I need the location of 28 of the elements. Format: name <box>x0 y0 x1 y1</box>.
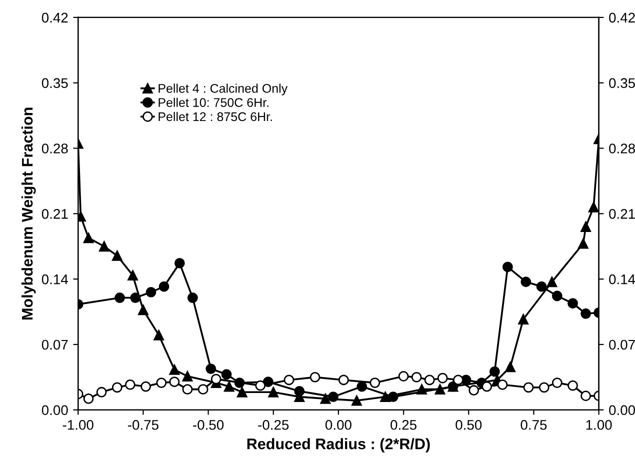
legend-label: Pellet 10: 750C 6Hr. <box>158 98 268 107</box>
x-tick-label: 0.50 <box>456 420 482 430</box>
y-tick-label: 0.07 <box>42 340 68 350</box>
x-tick-label: -1.00 <box>62 420 94 430</box>
y2-tick-label: 0.00 <box>609 405 635 416</box>
y-tick-label: 0.00 <box>42 405 68 416</box>
y-tick-label: 0.14 <box>42 274 68 284</box>
x-tick-label: 0.25 <box>390 420 416 430</box>
x-tick-label: -0.25 <box>258 420 289 430</box>
x-tick-label: 0.00 <box>325 420 352 430</box>
y-tick-label: 0.42 <box>42 12 68 23</box>
x-tick-label: -0.75 <box>128 420 158 430</box>
x-axis-title: Reduced Radius : (2*R/D) <box>247 438 430 452</box>
y2-tick-label: 0.42 <box>609 12 635 23</box>
y2-tick-label: 0.07 <box>609 340 635 350</box>
y2-tick-label: 0.35 <box>609 78 635 88</box>
y-tick-label: 0.35 <box>42 78 68 88</box>
y-tick-label: 0.21 <box>42 209 68 219</box>
x-tick-label: 1.00 <box>586 420 612 430</box>
legend-label: Pellet 4 : Calcined Only <box>158 84 288 96</box>
y-tick-label: 0.28 <box>42 144 68 154</box>
x-tick-label: 0.75 <box>520 420 547 430</box>
legend-label: Pellet 12 : 875C 6Hr. <box>158 112 272 122</box>
x-tick-label: -0.50 <box>193 420 224 430</box>
y2-tick-label: 0.28 <box>609 144 635 154</box>
y2-tick-label: 0.14 <box>609 274 635 284</box>
y2-tick-label: 0.21 <box>609 209 635 219</box>
y-axis-title: Molybdenum Weight Fraction <box>21 108 36 320</box>
